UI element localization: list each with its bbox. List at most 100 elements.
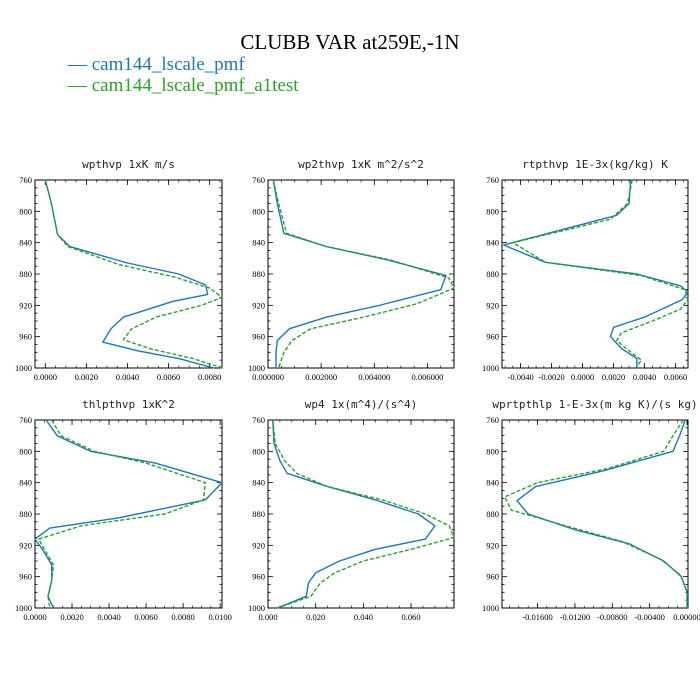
panel-title: wprtpthlp 1-E-3x(m kg K)/(s kg) (492, 398, 697, 411)
y-tick-label: 1000 (15, 603, 32, 613)
y-tick-label: 800 (252, 206, 265, 216)
series-line-1 (502, 179, 689, 368)
y-tick-label: 920 (486, 300, 499, 310)
panel-3: rtpthvp 1E-3x(kg/kg) K 760 800 840 880 920 960… (482, 158, 689, 382)
y-tick-label: 840 (19, 238, 32, 248)
x-tick-label: 0.0040 (633, 372, 656, 382)
y-tick-label: 760 (252, 415, 265, 425)
plot-frame (34, 179, 223, 369)
panel-1: wpthvp 1xK m/s76080084088092096010000.00… (15, 158, 223, 382)
y-tick-label: 840 (252, 238, 265, 248)
series-line-1 (44, 179, 214, 369)
series-line-1 (516, 419, 688, 608)
x-tick-label: 0.0040 (116, 372, 139, 382)
x-tick-label: 0.020 (306, 612, 325, 622)
x-tick-label: -0.0040 (507, 372, 533, 382)
series-line-1 (272, 419, 436, 609)
y-tick-label: 840 (486, 238, 499, 248)
y-tick-label: 840 (252, 478, 265, 488)
y-tick-label: 760 (19, 175, 32, 185)
y-tick-label: 880 (19, 509, 32, 519)
x-tick-label: 0.060 (402, 612, 421, 622)
figure-title: CLUBB VAR at259E,-1N (240, 30, 460, 54)
y-tick-label: 1000 (15, 363, 32, 373)
x-tick-label: 0.0060 (157, 372, 180, 382)
panel-title: rtpthvp 1E-3x(kg/kg) K (522, 158, 668, 171)
y-tick-label: 960 (19, 572, 32, 582)
y-tick-label: 1000 (482, 363, 499, 373)
y-tick-label: 920 (19, 540, 32, 550)
y-tick-label: 1000 (248, 363, 265, 373)
series-line-2 (38, 419, 207, 609)
x-tick-label: 0.004000 (358, 372, 390, 382)
panel-5: wp4 1x(m^4)/(s^4)76080084088092096010000… (248, 398, 455, 622)
panel-title: wp4 1x(m^4)/(s^4) (305, 398, 418, 411)
series-line-1 (34, 419, 223, 609)
y-tick-label: 880 (252, 269, 265, 279)
x-tick-label: 0.006000 (411, 372, 443, 382)
legend-line-icon: — (68, 75, 87, 96)
y-tick-label: 920 (252, 300, 265, 310)
panel-6: wprtpthlp 1-E-3x(m kg K)/(s kg) 760 800 840… (482, 398, 700, 622)
plot-frame (267, 179, 455, 369)
y-tick-label: 920 (486, 540, 499, 550)
series-line-2 (272, 419, 455, 609)
x-tick-label: -0.01200 (560, 612, 590, 622)
x-tick-label: 0.0060 (134, 612, 157, 622)
x-tick-label: 0.0000 (34, 372, 57, 382)
y-tick-label: 880 (252, 509, 265, 519)
series-line-2 (512, 179, 689, 369)
y-tick-label: 1000 (248, 603, 265, 613)
x-tick-label: 0.0000 (571, 372, 594, 382)
y-tick-label: 760 (486, 415, 499, 425)
y-tick-label: 880 (19, 269, 32, 279)
x-tick-label: 0.0080 (198, 372, 221, 382)
y-tick-label: 760 (19, 415, 32, 425)
y-tick-label: 960 (486, 332, 499, 342)
panel-2: wp2thvp 1xK m^2/s^2 760 800 840 880 920 960 100… (248, 158, 455, 382)
y-tick-label: 920 (19, 300, 32, 310)
x-tick-label: 0.0020 (75, 372, 98, 382)
x-tick-label: -0.01600 (522, 612, 552, 622)
y-tick-label: 960 (252, 332, 265, 342)
y-tick-label: 1000 (482, 603, 499, 613)
legend-label: cam144_lscale_pmf_a1test (91, 75, 299, 96)
x-tick-label: 0.000 (258, 612, 277, 622)
y-tick-label: 760 (486, 175, 499, 185)
legend-entry-2: — cam144_lscale_pmf_a1test (68, 75, 299, 97)
series-line-2 (504, 419, 688, 608)
x-tick-label: 0.0060 (664, 372, 687, 382)
y-tick-label: 960 (19, 332, 32, 342)
y-tick-label: 800 (486, 206, 499, 216)
plot-frame (34, 419, 223, 609)
y-tick-label: 960 (486, 572, 499, 582)
x-tick-label: 0.0020 (602, 372, 625, 382)
y-tick-label: 880 (486, 269, 499, 279)
panel-4: thlpthvp 1xK^2 760 800 840 880 920 960 1000 0.00… (15, 398, 232, 622)
y-tick-label: 800 (486, 446, 499, 456)
y-tick-label: 800 (19, 446, 32, 456)
panel-title: thlpthvp 1xK^2 (82, 398, 175, 411)
x-tick-label: -0.00800 (597, 612, 627, 622)
series-line-2 (44, 179, 223, 369)
legend-label: cam144_lscale_pmf (91, 54, 245, 75)
plot-frame (267, 419, 455, 609)
x-tick-label: 0.0080 (171, 612, 194, 622)
x-tick-label: 0.00000 (673, 612, 700, 622)
panel-title: wpthvp 1xK m/s (82, 158, 175, 171)
y-tick-label: 960 (252, 572, 265, 582)
series-line-1 (272, 179, 447, 368)
x-tick-label: 0.0040 (97, 612, 120, 622)
legend-line-icon: — (68, 54, 87, 75)
x-tick-label: 0.040 (354, 612, 373, 622)
y-tick-label: 840 (486, 478, 499, 488)
y-tick-label: 760 (252, 175, 265, 185)
series-line-2 (272, 179, 455, 369)
x-tick-label: 0.002000 (305, 372, 337, 382)
y-tick-label: 800 (252, 446, 265, 456)
x-tick-label: 0.0100 (208, 612, 231, 622)
y-tick-label: 920 (252, 540, 265, 550)
y-tick-label: 840 (19, 478, 32, 488)
